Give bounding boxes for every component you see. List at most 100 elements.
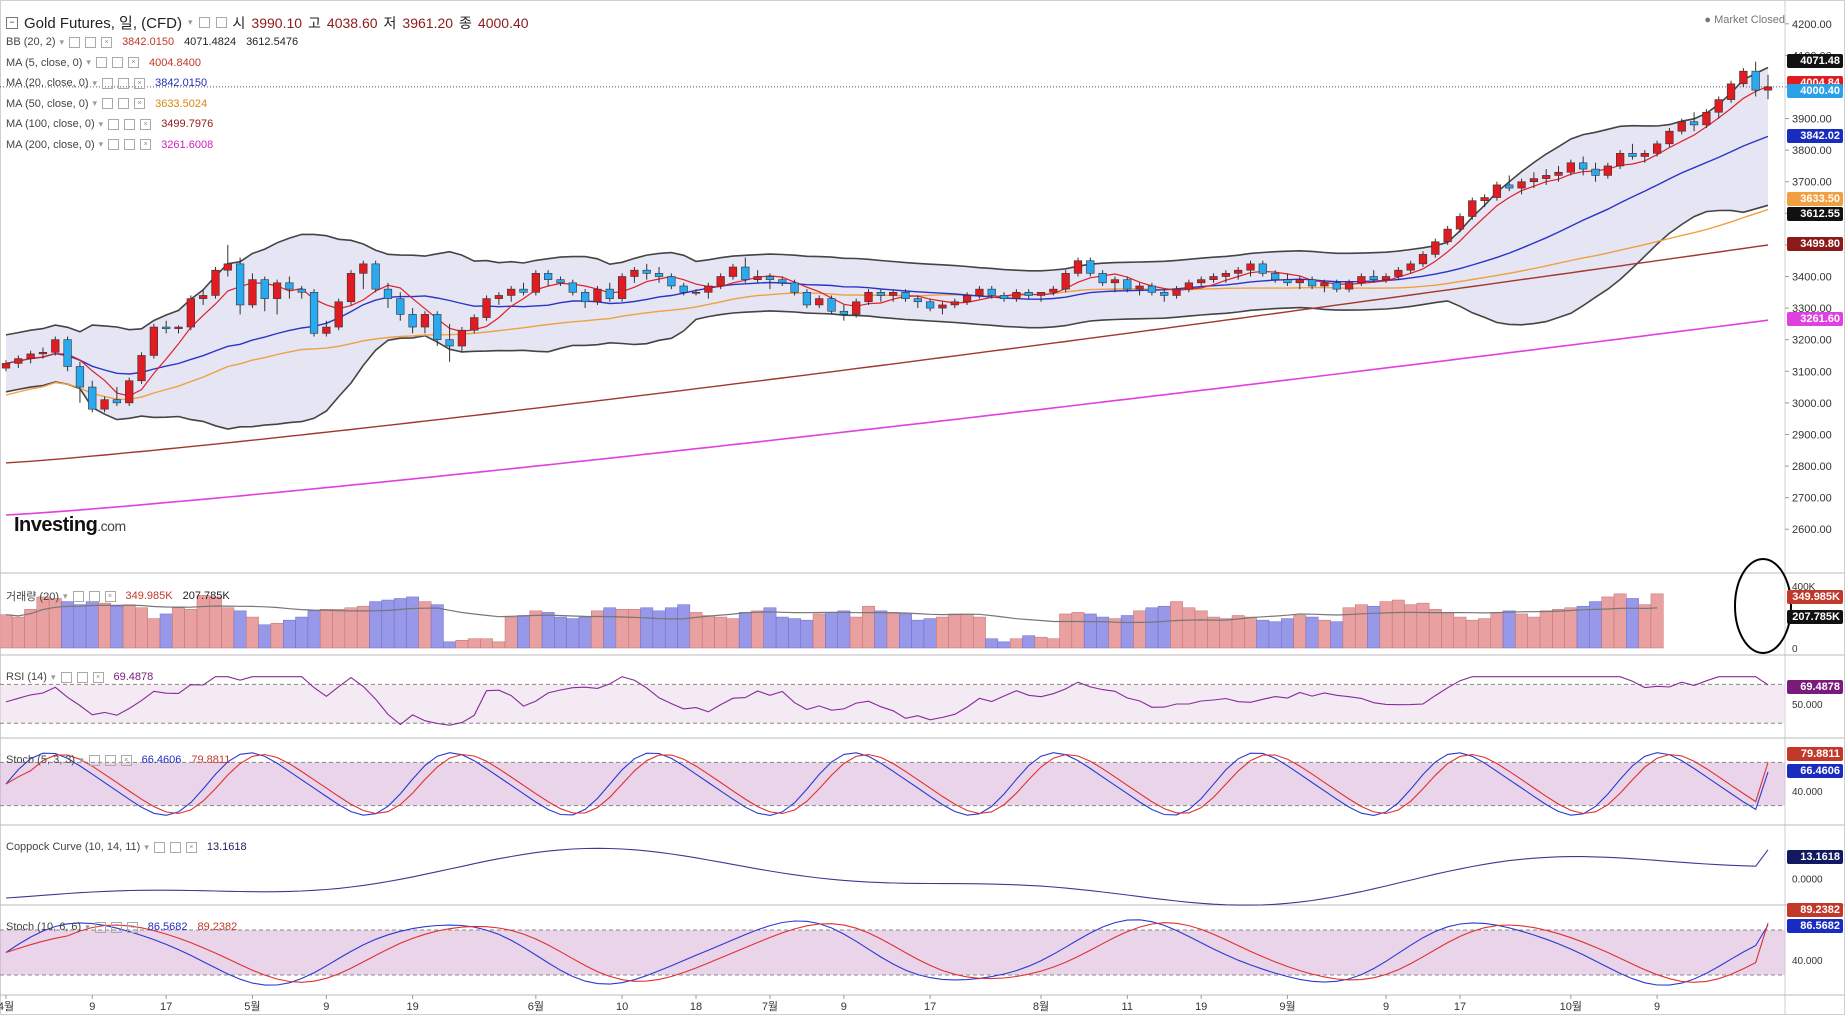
pane-legend-value: 86.5682 (147, 921, 188, 933)
candle (1443, 225, 1452, 245)
gear-icon[interactable] (72, 590, 84, 602)
candle (14, 355, 23, 369)
volume-bar (61, 601, 75, 649)
gear-icon[interactable] (95, 57, 107, 68)
close-icon[interactable]: × (104, 590, 116, 602)
legend-row[interactable]: BB (20, 2) ▾ × 3842.0150 4071.4824 3612.5476 (6, 36, 298, 48)
candle-body (544, 273, 553, 280)
gear-icon[interactable] (108, 139, 120, 150)
volume-bar (763, 607, 777, 649)
pane-legend-row[interactable]: 거래량 (20) ▾ × 349.985K 207.785K (6, 588, 230, 604)
candle-body (704, 285, 713, 293)
stoch2-k-line (5, 919, 1769, 986)
eye-icon[interactable] (118, 98, 130, 109)
gear-icon[interactable] (69, 36, 81, 48)
candle-body (272, 282, 282, 299)
eye-icon[interactable] (85, 36, 97, 48)
volume-bar (492, 641, 506, 649)
gear-icon[interactable] (102, 98, 114, 109)
volume-bar (1083, 613, 1097, 649)
close-icon[interactable]: × (134, 77, 146, 89)
settings-icon[interactable] (198, 17, 210, 28)
close-icon[interactable]: × (140, 118, 152, 130)
eye-icon[interactable] (118, 77, 130, 89)
pane-legend-row[interactable]: RSI (14) ▾ × 69.4878 (6, 671, 153, 683)
candle-body (1628, 153, 1637, 157)
candle (1271, 270, 1280, 283)
visibility-icon[interactable] (215, 17, 227, 28)
candle (1652, 140, 1662, 157)
gear-icon[interactable] (94, 921, 106, 933)
legend-dropdown-icon[interactable]: ▾ (92, 77, 98, 88)
pane-dropdown-icon[interactable]: ▾ (62, 590, 68, 601)
candle-body (1073, 260, 1083, 274)
eye-icon[interactable] (124, 118, 136, 130)
legend-dropdown-icon[interactable]: ▾ (98, 139, 104, 149)
legend-dropdown-icon[interactable]: ▾ (92, 98, 98, 108)
x-tick-label: 7월 (762, 1000, 778, 1013)
legend-dropdown-icon[interactable]: ▾ (98, 118, 104, 129)
volume-bar (135, 607, 148, 649)
candle (827, 295, 836, 315)
gear-icon[interactable] (108, 118, 120, 130)
close-icon[interactable]: × (140, 139, 152, 150)
gear-icon[interactable] (60, 671, 72, 683)
symbol-dropdown-icon[interactable]: ▾ (188, 17, 193, 27)
legend-dropdown-icon[interactable]: ▾ (59, 36, 65, 47)
pane-legend-row[interactable]: Stoch (10, 6, 6) ▾ × 86.5682 89.2382 (6, 921, 237, 933)
volume-bar (307, 610, 321, 649)
eye-icon[interactable] (169, 841, 181, 853)
pane-dropdown-icon[interactable]: ▾ (85, 921, 90, 932)
volume-bar (0, 614, 13, 649)
legend-dropdown-icon[interactable]: ▾ (86, 57, 91, 67)
collapse-icon[interactable]: − (6, 16, 18, 29)
gear-icon[interactable] (102, 77, 114, 89)
volume-bar (1527, 616, 1541, 649)
y-tick-label: 3300.00 (1792, 303, 1832, 315)
candle-body (1160, 291, 1169, 296)
volume-bar (504, 616, 518, 649)
close-icon[interactable]: × (127, 57, 139, 68)
close-icon[interactable]: × (92, 671, 104, 683)
eye-icon[interactable] (76, 671, 88, 683)
legend-row[interactable]: MA (200, close, 0) ▾ × 3261.6008 (6, 139, 213, 151)
volume-bar (578, 616, 592, 649)
eye-icon[interactable] (111, 57, 123, 68)
pane-dropdown-icon[interactable]: ▾ (144, 841, 149, 852)
close-icon[interactable]: × (120, 754, 132, 766)
legend-row[interactable]: MA (5, close, 0) ▾ × 4004.8400 (6, 57, 201, 69)
close-icon[interactable]: × (134, 98, 146, 109)
eye-icon[interactable] (124, 139, 136, 150)
volume-bar (406, 596, 420, 649)
legend-row[interactable]: MA (20, close, 0) ▾ × 3842.0150 (6, 77, 207, 89)
volume-bar (1293, 615, 1307, 649)
candle (691, 289, 701, 296)
high-label: 고 (308, 14, 321, 31)
pane-dropdown-icon[interactable]: ▾ (79, 754, 84, 765)
pane-legend-value: 69.4878 (113, 671, 154, 683)
close-icon[interactable]: × (185, 841, 197, 853)
pane-legend-row[interactable]: Stoch (5, 3, 3) ▾ × 66.4606 79.8811 (6, 754, 230, 766)
symbol-title[interactable]: Gold Futures, 일, (CFD) (24, 15, 182, 32)
pane-dropdown-icon[interactable]: ▾ (50, 671, 56, 682)
volume-bar (1108, 618, 1122, 649)
candle-body (1763, 86, 1773, 91)
eye-icon[interactable] (88, 590, 100, 602)
legend-row[interactable]: MA (50, close, 0) ▾ × 3633.5024 (6, 98, 207, 110)
eye-icon[interactable] (110, 921, 122, 933)
candle-body (445, 339, 454, 347)
pane-legend-row[interactable]: Coppock Curve (10, 14, 11) ▾ × 13.1618 (6, 841, 247, 853)
close-icon[interactable]: × (126, 921, 138, 933)
stoch1-k-label: 66.4606 (1787, 764, 1843, 778)
volume-bar (381, 599, 395, 649)
rsi-line (5, 676, 1769, 726)
y-tick-label: 3700.00 (1792, 177, 1832, 189)
volume-bar (973, 616, 986, 649)
close-icon[interactable]: × (101, 36, 113, 48)
candle (112, 387, 122, 407)
gear-icon[interactable] (88, 754, 100, 766)
gear-icon[interactable] (153, 841, 165, 853)
legend-row[interactable]: MA (100, close, 0) ▾ × 3499.7976 (6, 118, 213, 130)
eye-icon[interactable] (104, 754, 116, 766)
